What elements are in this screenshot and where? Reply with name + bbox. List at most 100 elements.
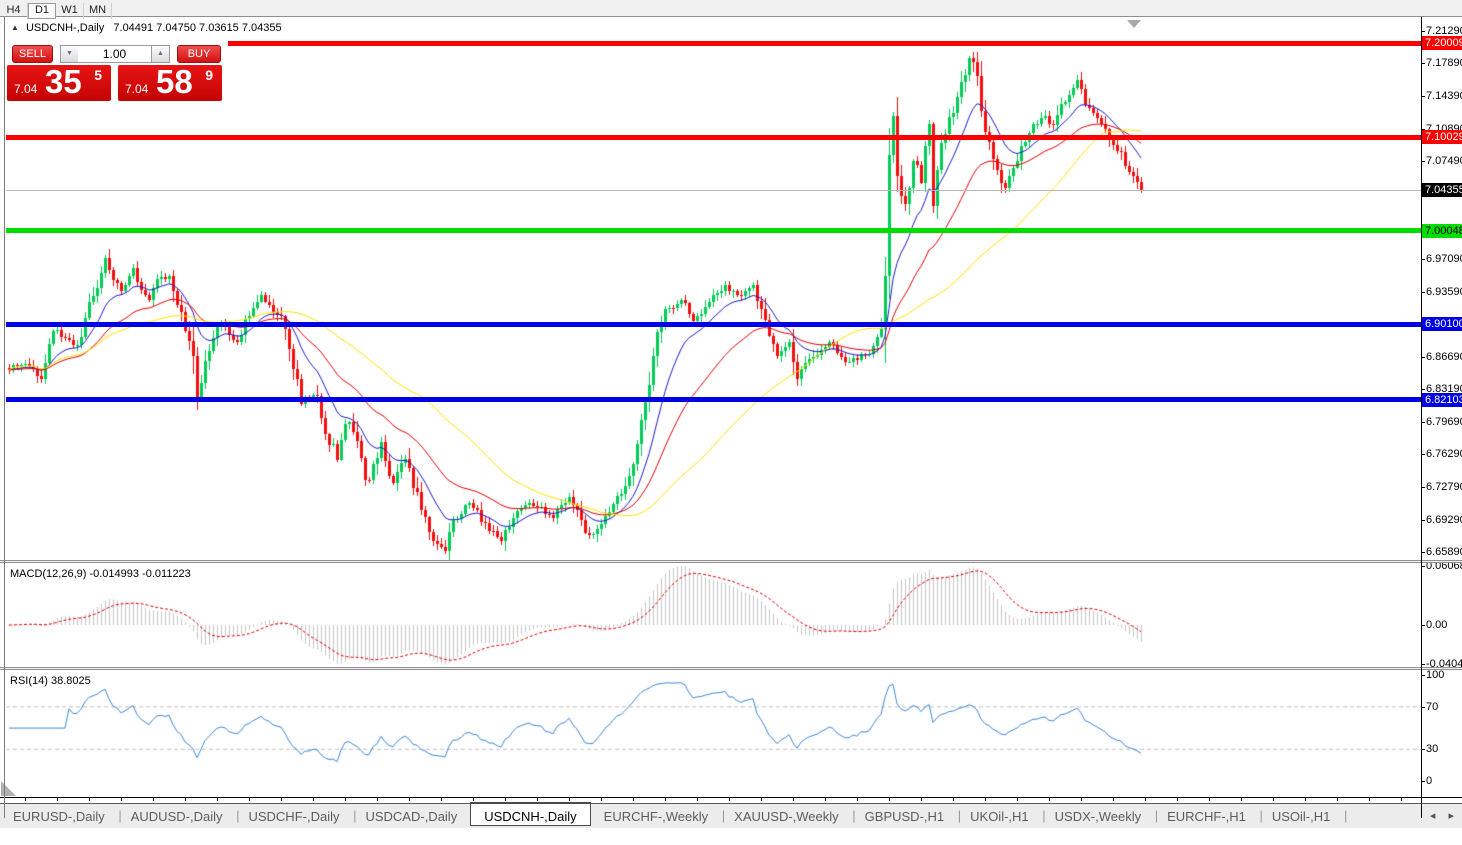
date-scale-tick [1241, 798, 1242, 801]
price-axis-label: 7.07490 [1426, 155, 1462, 167]
chart-tab-ukoil[interactable]: UKOil-,H1 [957, 805, 1045, 826]
date-scale-tick [537, 798, 538, 801]
chart-left-border [4, 17, 5, 818]
current-price-badge: 7.04355 [1422, 183, 1462, 197]
price-axis-label: 6.86690 [1426, 351, 1462, 363]
volume-increase-icon[interactable]: ▲ [151, 45, 170, 63]
date-scale-tick [953, 798, 954, 801]
chart-tab-usoil[interactable]: USOil-,H1 [1259, 805, 1347, 826]
date-scale-tick [921, 798, 922, 801]
date-scale-tick [665, 798, 666, 801]
rsi-indicator-canvas[interactable] [6, 670, 1421, 797]
date-scale-tick [985, 798, 986, 801]
date-scale-tick [249, 798, 250, 801]
rsi-axis-tick [1421, 749, 1425, 750]
date-scale-tick [441, 798, 442, 801]
price-axis-label: 6.83190 [1426, 383, 1462, 395]
date-scale-tick [1049, 798, 1050, 801]
date-scale-tick [1145, 798, 1146, 801]
timeframe-button-w1[interactable]: W1 [56, 3, 84, 19]
price-axis-label: 6.79690 [1426, 416, 1462, 428]
price-axis-label: 6.65890 [1426, 546, 1462, 558]
date-scale-tick [1017, 798, 1018, 801]
price-axis-tick [1421, 161, 1425, 162]
collapse-arrow-icon[interactable]: ▲ [11, 23, 19, 32]
price-axis-tick [1421, 520, 1425, 521]
macd-axis-tick [1421, 664, 1425, 665]
sell-button[interactable]: SELL [12, 45, 53, 63]
buy-price-point: 9 [205, 67, 213, 83]
buy-price-tile[interactable]: 7.04 58 9 [118, 63, 222, 101]
rsi-axis-tick [1421, 781, 1425, 782]
chart-tab-usdx[interactable]: USDX-,Weekly [1042, 805, 1159, 826]
one-click-trading-panel: SELL ▼ 1.00 ▲ BUY 7.04 35 5 7.04 58 9 [6, 36, 228, 103]
tab-scroll-left-icon[interactable]: ◂ [1429, 810, 1436, 822]
horizontal-line-6.82103[interactable] [6, 397, 1421, 402]
chart-tab-eurusd[interactable]: EURUSD-,Daily [0, 805, 121, 826]
price-line-badge: 7.20009 [1422, 36, 1462, 50]
price-axis-separator [1421, 17, 1422, 818]
macd-label: MACD(12,26,9) -0.014993 -0.011223 [10, 568, 191, 580]
chart-tab-usdcnh[interactable]: USDCNH-,Daily [470, 802, 591, 826]
date-scale-tick [281, 798, 282, 801]
timeframe-button-h4[interactable]: H4 [0, 3, 28, 19]
price-axis-label: 6.97090 [1426, 253, 1462, 265]
volume-decrease-icon[interactable]: ▼ [60, 45, 79, 63]
chart-tab-xauusd[interactable]: XAUUSD-,Weekly [721, 805, 855, 826]
volume-input[interactable]: 1.00 [78, 45, 151, 63]
date-scale-tick [697, 798, 698, 801]
chart-tab-eurchf[interactable]: EURCHF-,H1 [1154, 805, 1262, 826]
chart-tab-usdcad[interactable]: USDCAD-,Daily [352, 805, 473, 826]
chart-tab-usdchf[interactable]: USDCHF-,Daily [235, 805, 356, 826]
macd-axis-label: 0.060687 [1426, 560, 1462, 572]
date-scale-tick [409, 798, 410, 801]
date-scale-tick [121, 798, 122, 801]
date-scale-tick [857, 798, 858, 801]
macd-indicator-canvas[interactable] [6, 563, 1421, 667]
price-axis-tick [1421, 31, 1425, 32]
rsi-axis-label: 70 [1426, 701, 1439, 713]
price-axis-label: 7.21290 [1426, 25, 1462, 37]
rsi-axis-label: 30 [1426, 743, 1439, 755]
timeframe-button-mn[interactable]: MN [84, 3, 112, 19]
date-scale-tick [377, 798, 378, 801]
pane-splitter-macd[interactable] [0, 560, 1462, 563]
timeframe-toolbar: H4 D1 W1 MN [0, 0, 1462, 19]
chart-tab-audusd[interactable]: AUDUSD-,Daily [118, 805, 239, 826]
timeframe-button-d1[interactable]: D1 [28, 3, 56, 19]
price-axis-tick [1421, 454, 1425, 455]
date-scale-tick [889, 798, 890, 801]
date-scale-tick [633, 798, 634, 801]
buy-button[interactable]: BUY [177, 45, 221, 63]
horizontal-line-7.10029[interactable] [6, 135, 1421, 140]
chart-shift-marker-icon[interactable] [1127, 20, 1141, 28]
pane-splitter-rsi[interactable] [0, 667, 1462, 670]
horizontal-line-7.20009[interactable] [6, 41, 1421, 46]
tab-scroll-right-icon[interactable]: ▸ [1448, 810, 1454, 822]
date-scale-tick [153, 798, 154, 801]
chart-tab-eurchf[interactable]: EURCHF-,Weekly [591, 805, 725, 826]
price-chart-canvas[interactable] [6, 18, 1421, 560]
date-scale-tick [217, 798, 218, 801]
price-axis-label: 6.93590 [1426, 286, 1462, 298]
chart-tab-gbpusd[interactable]: GBPUSD-,H1 [852, 805, 962, 826]
price-axis-label: 6.69290 [1426, 514, 1462, 526]
price-axis-label: 7.17890 [1426, 57, 1462, 69]
price-axis-tick [1421, 259, 1425, 260]
date-scale-tick [89, 798, 90, 801]
sell-price-whole: 7.04 [14, 82, 38, 96]
date-scale-tick [601, 798, 602, 801]
date-scale-border [0, 797, 1462, 798]
price-axis-tick [1421, 129, 1425, 130]
sell-price-point: 5 [94, 67, 102, 83]
horizontal-line-7.00048[interactable] [6, 228, 1421, 233]
current-price-line [6, 190, 1421, 191]
chart-title: ▲ USDCNH-,Daily 7.04491 7.04750 7.03615 … [11, 22, 282, 34]
ohlc-values: 7.04491 7.04750 7.03615 7.04355 [113, 22, 282, 34]
price-line-badge: 7.00048 [1422, 224, 1462, 238]
horizontal-line-6.90100[interactable] [6, 322, 1421, 327]
sell-price-tile[interactable]: 7.04 35 5 [7, 63, 111, 101]
date-scale-tick [1273, 798, 1274, 801]
date-scale-tick [569, 798, 570, 801]
date-scale-tick [761, 798, 762, 801]
